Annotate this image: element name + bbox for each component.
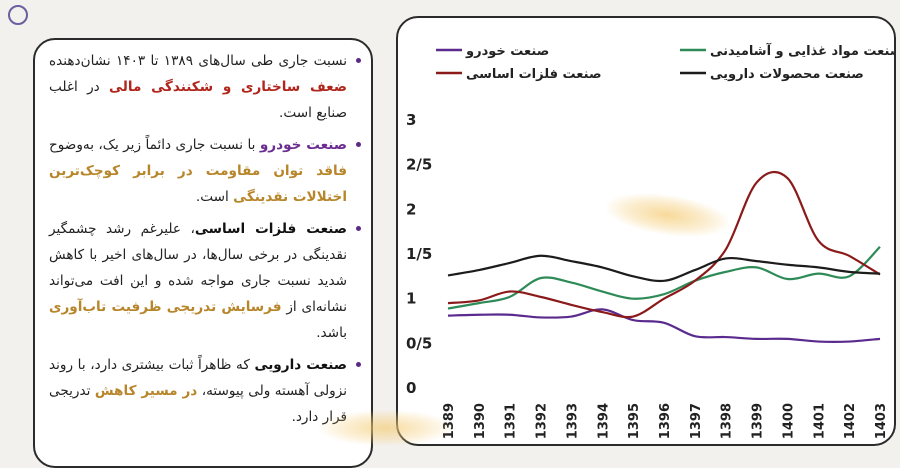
- y-tick-label: 0: [406, 379, 416, 397]
- bullet-list: نسبت جاری طی سال‌های ۱۳۸۹ تا ۱۴۰۳ نشان‌د…: [35, 40, 371, 430]
- y-tick-label: 1: [406, 290, 416, 308]
- y-tick-label: 1/5: [406, 245, 432, 263]
- y-tick-label: 0/5: [406, 334, 432, 352]
- y-tick-label: 2/5: [406, 156, 432, 174]
- bullet-text: است.: [195, 189, 234, 205]
- bullet-text: صنعت: [301, 137, 347, 153]
- bullet-text: که ظاهراً ثبات بیشتری دارد، با روند نزول…: [49, 357, 347, 399]
- x-tick-label: 1392: [535, 403, 550, 439]
- highlight-smudge: [318, 410, 453, 446]
- bullet-text: فرسایش تدریجی ظرفیت تاب‌آوری: [49, 299, 282, 315]
- logo-seal-icon: [8, 5, 28, 25]
- bullet-item: صنعت دارویی که ظاهراً ثبات بیشتری دارد، …: [49, 352, 361, 430]
- y-tick-label: 3: [406, 111, 416, 129]
- legend-label-auto: صنعت خودرو: [465, 44, 549, 59]
- bullet-dot-icon: [356, 58, 361, 63]
- bullet-dot-icon: [356, 226, 361, 231]
- auto-series-line: [447, 308, 881, 343]
- bullet-text: خودرو: [259, 137, 302, 153]
- bullet-item: صنعت خودرو با نسبت جاری دائماً زیر یک، ب…: [49, 132, 361, 210]
- x-tick-label: 1402: [843, 403, 858, 439]
- y-tick-label: 2: [406, 200, 416, 218]
- bullet-text: باشد.: [316, 325, 347, 341]
- bullet-text: صنعت دارویی: [254, 357, 347, 373]
- line-chart: 00/511/522/53138913901391139213931394139…: [406, 42, 896, 439]
- x-tick-label: 1400: [781, 403, 796, 439]
- bullet-dot-icon: [356, 362, 361, 367]
- bullet-text: صنعت فلزات اساسی: [194, 221, 347, 237]
- bullet-dot-icon: [356, 142, 361, 147]
- bullet-text: در مسیر کاهش: [94, 383, 198, 399]
- x-tick-label: 1403: [874, 403, 889, 439]
- bullet-item: نسبت جاری طی سال‌های ۱۳۸۹ تا ۱۴۰۳ نشان‌د…: [49, 48, 361, 126]
- x-tick-label: 1398: [720, 403, 735, 439]
- bullet-text: با نسبت جاری دائماً زیر یک، به‌وضوح: [49, 137, 260, 153]
- x-tick-label: 1393: [565, 403, 580, 439]
- x-tick-label: 1401: [812, 403, 827, 439]
- x-tick-label: 1394: [596, 403, 611, 439]
- x-tick-label: 1390: [473, 403, 488, 439]
- x-tick-label: 1399: [751, 403, 766, 439]
- metals-series-line: [447, 170, 881, 319]
- x-tick-label: 1396: [658, 403, 673, 439]
- bullet-text: ضعف ساختاری و شکنندگی مالی: [109, 79, 347, 95]
- legend-label-pharma: صنعت محصولات دارویی: [710, 67, 864, 82]
- logo: ​: [8, 2, 68, 28]
- legend-label-metals: صنعت فلزات اساسی: [466, 67, 602, 82]
- bullet-text: در اغلب صنایع است.: [49, 79, 347, 121]
- x-tick-label: 1397: [689, 403, 704, 439]
- x-tick-label: 1395: [627, 403, 642, 439]
- legend-label-food: صنعت مواد غذایی و آشامیدنی: [710, 42, 896, 59]
- bullet-item: صنعت فلزات اساسی، علیرغم رشد چشمگیر نقدی…: [49, 216, 361, 346]
- text-panel: نسبت جاری طی سال‌های ۱۳۸۹ تا ۱۴۰۳ نشان‌د…: [33, 38, 373, 468]
- bullet-text: فاقد توان مقاومت در برابر کوچک‌ترین اختل…: [49, 163, 347, 205]
- bullet-text: ، علیرغم رشد چشمگیر نقدینگی در برخی سال‌…: [49, 221, 347, 315]
- pharma-series-line: [447, 254, 881, 283]
- bullet-text: نسبت جاری طی سال‌های ۱۳۸۹ تا ۱۴۰۳ نشان‌د…: [49, 53, 347, 69]
- x-tick-label: 1391: [504, 403, 519, 439]
